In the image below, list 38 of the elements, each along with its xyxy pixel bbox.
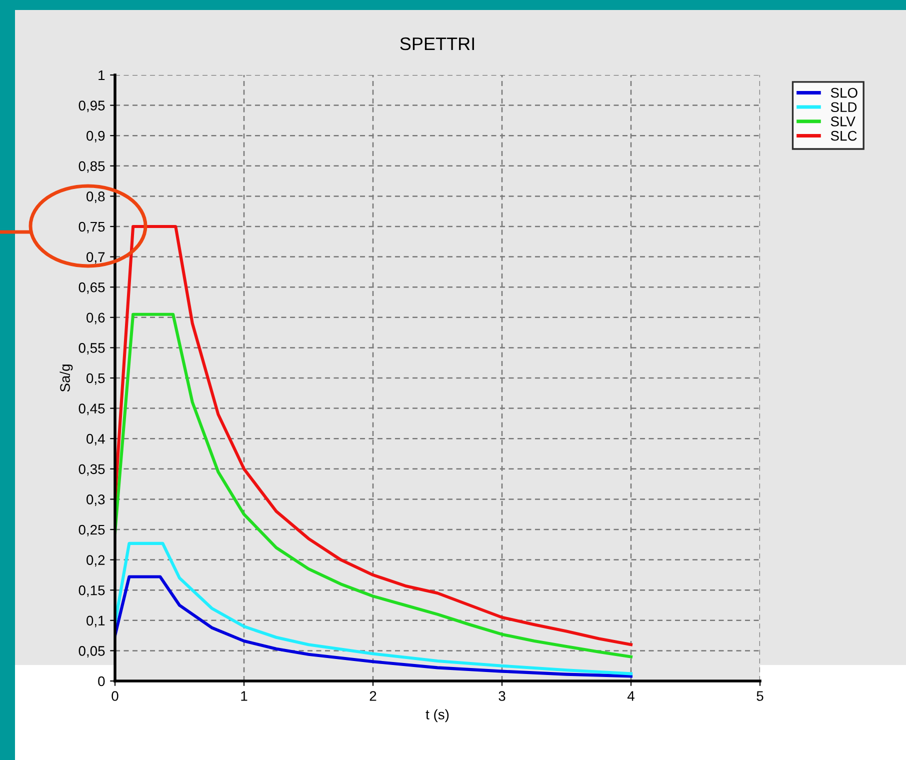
y-tick-label: 0,15 [78,585,105,597]
y-tick-label: 0,5 [86,373,105,385]
y-tick-label: 0,7 [86,252,105,264]
y-tick-label: 0,85 [78,161,105,173]
legend-label: SLC [830,130,857,141]
x-tick-label: 1 [241,691,248,701]
y-tick-label: 0,45 [78,404,105,416]
y-tick-label: 0,9 [86,130,105,142]
line-series [115,575,633,678]
y-tick-label: 0,8 [86,192,105,204]
x-tick-label: 2 [370,691,376,701]
line-series [115,542,633,676]
line-series [115,312,633,658]
y-tick-label: 0,3 [86,494,105,506]
y-tick-label: 0,95 [78,100,105,112]
legend-label: SLO [830,88,858,98]
y-tick-label: 0,1 [86,616,105,628]
x-tick-label: 0 [112,691,118,701]
y-tick-label: 0,75 [78,222,105,234]
x-axis-title: t (s) [426,709,449,722]
y-tick-label: 0,35 [78,464,105,476]
y-tick-label: 0,4 [86,434,105,446]
y-tick-label: 0,2 [86,555,105,567]
y-tick-label: 1 [98,70,105,80]
legend-label: SLD [830,102,857,112]
y-tick-label: 0,05 [78,646,105,658]
x-tick-label: 4 [627,691,634,701]
x-tick-label: 3 [498,691,506,701]
line-series [115,224,633,646]
y-tick-label: 0,65 [78,282,105,294]
y-tick-label: 0 [98,676,105,686]
y-axis-title: Sa/g [60,364,73,392]
y-tick-label: 0,6 [86,312,105,324]
chart-title: SPETTRI [400,37,474,50]
legend-label: SLV [830,116,856,126]
y-tick-label: 0,25 [78,524,105,536]
x-tick-label: 5 [756,691,764,701]
y-tick-label: 0,55 [78,343,105,355]
